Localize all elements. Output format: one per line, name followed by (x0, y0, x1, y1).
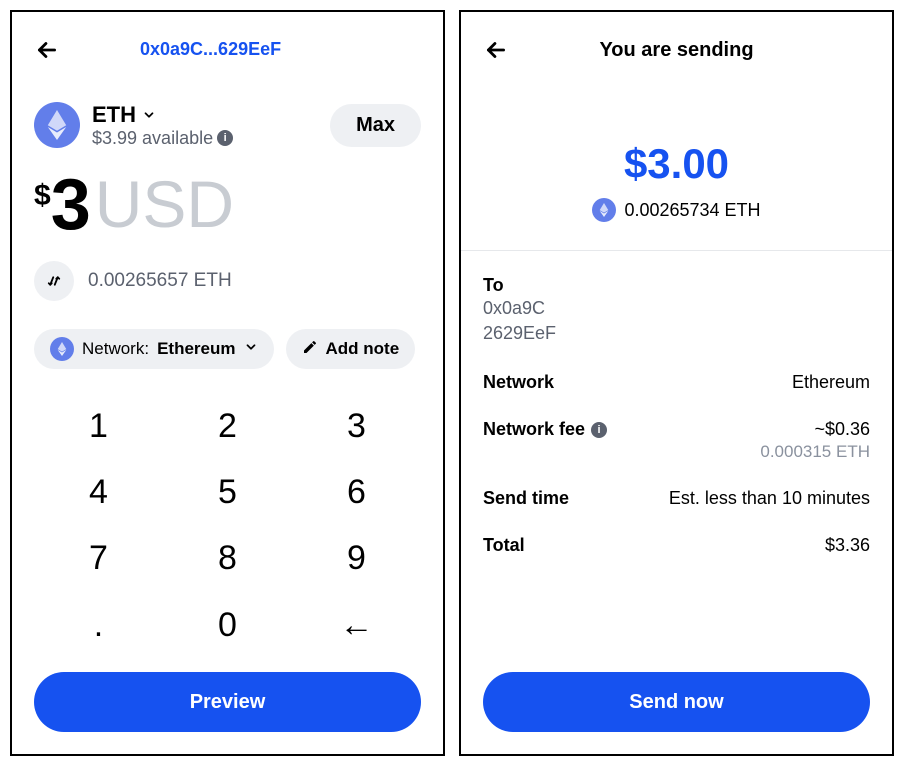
page-title: You are sending (461, 39, 892, 62)
network-value: Ethereum (157, 339, 235, 359)
key-1[interactable]: 1 (34, 393, 163, 459)
key-8[interactable]: 8 (163, 526, 292, 592)
eth-icon (592, 198, 616, 222)
key-dot[interactable]: . (34, 592, 163, 658)
fee-label: Network fee (483, 419, 585, 440)
network-label: Network: (82, 339, 149, 359)
asset-row: ETH $3.99 available i Max (34, 102, 421, 149)
key-9[interactable]: 9 (292, 526, 421, 592)
key-0[interactable]: 0 (163, 592, 292, 658)
amount-prefix: $ (34, 179, 51, 213)
send-time-label: Send time (483, 488, 569, 509)
network-value: Ethereum (792, 372, 870, 393)
chevron-down-icon (244, 339, 258, 359)
send-confirmation-screen: You are sending $3.00 0.00265734 ETH To … (459, 10, 894, 756)
amount-currency: USD (95, 171, 234, 237)
send-time-value: Est. less than 10 minutes (669, 488, 870, 509)
pencil-icon (302, 339, 318, 360)
summary-usd: $3.00 (483, 140, 870, 188)
swap-currency-button[interactable] (34, 261, 74, 301)
key-3[interactable]: 3 (292, 393, 421, 459)
back-button[interactable] (34, 37, 60, 63)
fee-eth: 0.000315 ETH (760, 442, 870, 462)
add-note-button[interactable]: Add note (286, 329, 416, 369)
preview-button[interactable]: Preview (34, 672, 421, 732)
key-5[interactable]: 5 (163, 460, 292, 526)
send-now-button[interactable]: Send now (483, 672, 870, 732)
amount-value: 3 (51, 171, 91, 239)
eth-icon (50, 337, 74, 361)
asset-selector[interactable]: ETH (92, 102, 233, 128)
eth-equivalent: 0.00265657 ETH (88, 270, 232, 292)
total-label: Total (483, 535, 525, 556)
total-value: $3.36 (825, 535, 870, 556)
to-address-line2: 2629EeF (483, 321, 870, 346)
key-backspace[interactable]: ← (292, 592, 421, 658)
network-selector[interactable]: Network: Ethereum (34, 329, 274, 369)
available-balance: $3.99 available (92, 128, 213, 149)
topbar: You are sending (483, 36, 870, 64)
network-label: Network (483, 372, 554, 393)
amount-display: $ 3 USD (34, 171, 421, 239)
keypad: 1 2 3 4 5 6 7 8 9 . 0 ← (34, 393, 421, 658)
key-2[interactable]: 2 (163, 393, 292, 459)
key-4[interactable]: 4 (34, 460, 163, 526)
max-button[interactable]: Max (330, 104, 421, 147)
chevron-down-icon (142, 102, 156, 128)
send-enter-amount-screen: 0x0a9C...629EeF ETH $3.99 available i Ma… (10, 10, 445, 756)
key-6[interactable]: 6 (292, 460, 421, 526)
to-address-line1: 0x0a9C (483, 296, 870, 321)
key-7[interactable]: 7 (34, 526, 163, 592)
summary-eth: 0.00265734 ETH (624, 200, 760, 221)
info-icon[interactable]: i (217, 130, 233, 146)
eth-icon (34, 102, 80, 148)
fee-usd: ~$0.36 (760, 419, 870, 440)
divider (461, 250, 892, 251)
add-note-label: Add note (326, 339, 400, 359)
topbar: 0x0a9C...629EeF (34, 36, 421, 64)
asset-symbol: ETH (92, 102, 136, 128)
info-icon[interactable]: i (591, 422, 607, 438)
to-label: To (483, 275, 870, 296)
recipient-address-pill[interactable]: 0x0a9C...629EeF (140, 39, 281, 60)
